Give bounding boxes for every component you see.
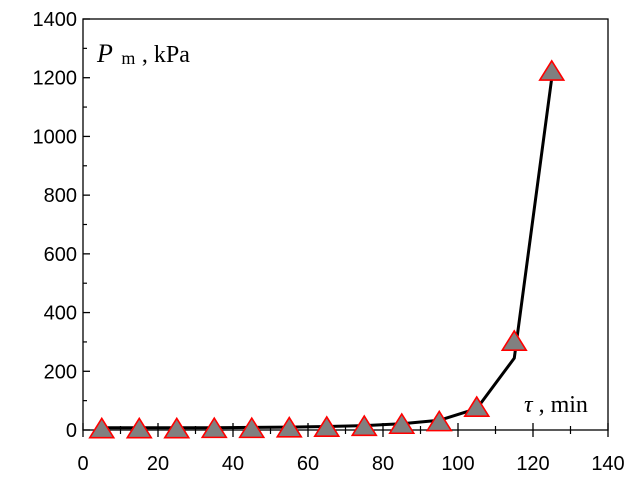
x-tick-label: 120 bbox=[516, 453, 549, 475]
x-tick-label: 60 bbox=[297, 453, 319, 475]
series-line bbox=[101, 77, 554, 430]
y-axis-label: P m , kPa bbox=[96, 39, 190, 70]
data-point-marker bbox=[313, 415, 341, 437]
y-tick-label: 800 bbox=[44, 185, 77, 207]
y-axis-label-symbol: P bbox=[96, 39, 113, 68]
data-point-marker bbox=[163, 416, 191, 439]
data-point-marker bbox=[88, 416, 116, 439]
y-tick-label: 200 bbox=[44, 361, 77, 383]
series-layer bbox=[88, 59, 566, 439]
x-tick-label: 20 bbox=[147, 453, 169, 475]
y-tick-label: 1200 bbox=[33, 68, 78, 90]
data-point-marker bbox=[350, 414, 378, 437]
data-point-marker bbox=[425, 409, 453, 432]
y-tick-label: 1400 bbox=[33, 9, 78, 31]
data-point-marker bbox=[500, 329, 528, 351]
y-tick-label: 600 bbox=[44, 244, 77, 266]
y-tick-label: 0 bbox=[66, 420, 77, 442]
x-tick-label: 100 bbox=[441, 453, 474, 475]
x-axis-label-unit: , min bbox=[539, 392, 588, 418]
data-point-marker bbox=[200, 416, 228, 439]
axes bbox=[82, 18, 609, 437]
y-tick-label: 1000 bbox=[33, 126, 78, 148]
y-axis-label-subscript: m bbox=[121, 48, 135, 68]
data-point-marker bbox=[538, 59, 566, 81]
y-axis-label-unit: , kPa bbox=[142, 42, 190, 68]
data-point-marker bbox=[275, 416, 303, 438]
x-tick-label: 40 bbox=[222, 453, 244, 475]
data-point-marker bbox=[388, 412, 416, 435]
data-point-marker bbox=[238, 416, 266, 439]
plot-frame bbox=[82, 18, 609, 431]
tick-labels: 0 200 400 600 800 1000 1200 1400 0 20 40 60 80 100 120… bbox=[33, 9, 625, 475]
x-tick-label: 0 bbox=[77, 453, 88, 475]
x-axis-label-symbol: τ bbox=[524, 392, 534, 418]
y-tick-label: 400 bbox=[44, 303, 77, 325]
x-axis-label: τ , min bbox=[524, 392, 588, 418]
data-point-marker bbox=[463, 395, 491, 418]
x-tick-label: 140 bbox=[591, 453, 624, 475]
data-point-marker bbox=[125, 416, 153, 439]
x-tick-label: 80 bbox=[372, 453, 394, 475]
